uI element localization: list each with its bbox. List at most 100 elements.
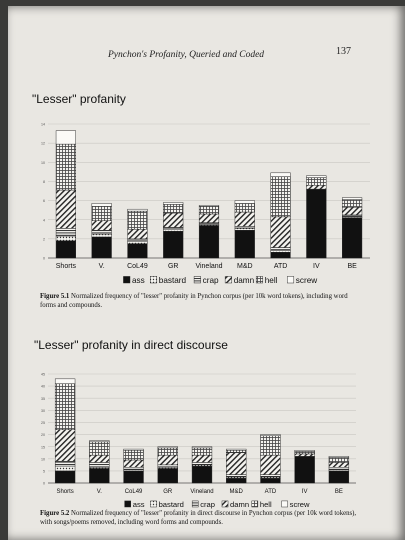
bar-col49-screw xyxy=(123,448,144,451)
legend-swatch-crap xyxy=(193,276,201,284)
chart1-caption-label: Figure 5.1 xyxy=(40,293,70,300)
bar-col49-hell xyxy=(123,450,144,461)
bar-gr-screw xyxy=(157,446,178,449)
y-tick-label: 6 xyxy=(43,199,45,203)
x-tick-label-iv: IV xyxy=(313,263,320,270)
bar-m-d-ass xyxy=(226,477,247,484)
y-tick-label: 30 xyxy=(41,409,45,413)
y-tick-label: 14 xyxy=(41,123,45,127)
bar-m-d-damn xyxy=(226,452,247,475)
bar-vineland-hell xyxy=(191,447,213,456)
y-tick-label: 20 xyxy=(41,433,45,437)
bar-gr-bastard xyxy=(163,229,184,232)
x-tick-label-v: V. xyxy=(99,263,105,270)
bar-vineland-damn xyxy=(191,454,213,463)
chart1-caption-text: Normalized frequency of "lesser" profani… xyxy=(40,293,348,309)
y-tick-label: 10 xyxy=(41,457,45,461)
x-tick-label-gr: GR xyxy=(163,489,173,495)
bar-v-ass xyxy=(91,236,112,259)
y-tick-label: 5 xyxy=(43,469,45,473)
y-tick-label: 0 xyxy=(43,257,45,261)
bar-col49-crap xyxy=(123,467,144,470)
y-tick-label: 4 xyxy=(43,218,45,222)
bar-iv-hell xyxy=(294,451,315,455)
bar-atd-screw xyxy=(270,172,291,177)
bar-m-d-ass xyxy=(234,230,255,259)
bar-iv-damn xyxy=(294,453,315,457)
legend-swatch-ass xyxy=(124,500,131,508)
bar-atd-bastard xyxy=(270,250,291,253)
bar-gr-damn xyxy=(157,454,178,466)
y-tick-label: 8 xyxy=(43,180,45,184)
bar-be-crap xyxy=(328,467,350,470)
book-page: Pynchon's Profanity, Queried and Coded 1… xyxy=(8,6,405,540)
chart1-title: "Lesser" profanity xyxy=(32,92,126,106)
bar-v-bastard xyxy=(91,233,112,238)
bar-vineland-ass xyxy=(198,225,220,259)
bar-vineland-screw xyxy=(198,205,220,207)
legend-label-damn: damn xyxy=(230,500,249,509)
bar-atd-screw xyxy=(260,434,281,436)
chart2-title: "Lesser" profanity in direct discourse xyxy=(34,338,228,352)
x-tick-label-atd: ATD xyxy=(265,489,277,495)
bar-gr-ass xyxy=(157,468,178,484)
page-number: 137 xyxy=(336,46,351,57)
x-tick-label-m-d: M&D xyxy=(230,489,244,495)
legend-swatch-bastard xyxy=(150,276,158,284)
legend-swatch-hell xyxy=(255,276,263,284)
bar-shorts-screw xyxy=(54,378,76,384)
bar-col49-ass xyxy=(127,243,148,259)
bar-col49-screw xyxy=(127,208,148,212)
legend-label-damn: damn xyxy=(234,276,255,285)
bar-v-hell xyxy=(91,206,112,221)
legend-swatch-screw xyxy=(281,500,288,508)
legend-label-crap: crap xyxy=(203,276,219,285)
bar-col49-damn xyxy=(123,459,144,468)
bar-gr-crap xyxy=(157,464,178,468)
bar-m-d-crap xyxy=(234,226,255,229)
y-tick-label: 12 xyxy=(41,142,45,146)
legend-swatch-bastard xyxy=(150,500,157,508)
bar-gr-damn xyxy=(163,212,184,228)
legend-swatch-damn xyxy=(221,500,229,508)
bar-be-screw xyxy=(342,197,363,200)
bar-v-screw xyxy=(89,440,110,443)
bar-shorts-bastard xyxy=(54,465,76,472)
bar-shorts-damn xyxy=(55,189,76,229)
x-tick-label-shorts: Shorts xyxy=(56,263,77,270)
bar-atd-ass xyxy=(260,477,281,484)
bar-m-d-bastard xyxy=(234,228,255,231)
bar-shorts-screw xyxy=(55,130,76,145)
bar-vineland-hell xyxy=(198,206,220,215)
legend-label-bastard: bastard xyxy=(159,276,187,285)
y-tick-label: 2 xyxy=(43,237,45,241)
x-tick-label-atd: ATD xyxy=(274,263,287,270)
running-title: Pynchon's Profanity, Queried and Coded xyxy=(108,50,265,60)
bar-m-d-crap xyxy=(226,474,247,478)
bar-be-hell xyxy=(328,457,350,463)
bar-vineland-crap xyxy=(198,222,220,225)
x-tick-label-col49: CoL49 xyxy=(127,263,148,270)
legend-label-screw: screw xyxy=(290,500,310,509)
x-tick-label-iv: IV xyxy=(302,489,308,495)
y-tick-label: 15 xyxy=(41,445,45,449)
bar-col49-crap xyxy=(127,238,148,242)
bar-be-crap xyxy=(342,214,363,218)
bar-vineland-crap xyxy=(191,462,213,466)
bar-shorts-damn xyxy=(54,429,76,462)
legend-swatch-hell xyxy=(251,500,259,508)
legend-swatch-ass xyxy=(123,276,131,284)
bar-m-d-hell xyxy=(226,450,247,453)
bar-shorts-bastard xyxy=(55,235,76,241)
bar-v-crap xyxy=(89,462,110,468)
bar-be-screw xyxy=(328,456,350,458)
bar-atd-crap xyxy=(260,474,281,478)
bar-iv-hell xyxy=(306,177,327,186)
bar-shorts-crap xyxy=(54,460,76,467)
bar-v-hell xyxy=(89,441,110,456)
bar-v-damn xyxy=(91,220,112,231)
legend-swatch-damn xyxy=(224,276,232,284)
bar-vineland-damn xyxy=(198,213,220,223)
x-tick-label-col49: CoL49 xyxy=(125,489,143,495)
bar-atd-hell xyxy=(270,176,291,218)
